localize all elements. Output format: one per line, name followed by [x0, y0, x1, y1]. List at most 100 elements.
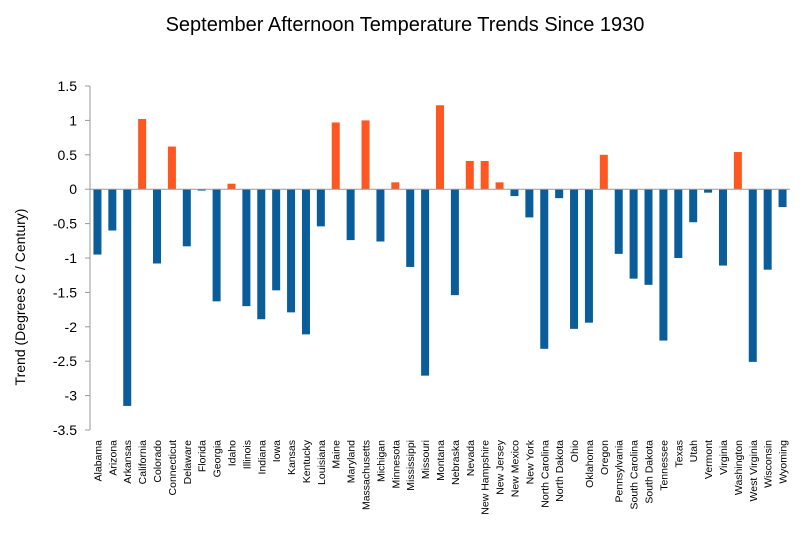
bar-virginia: [718, 189, 727, 266]
x-tick-label: Arkansas: [122, 440, 134, 484]
x-tick-label: Montana: [435, 440, 447, 481]
y-tick-label: 0.5: [58, 147, 78, 163]
bar-new-york: [525, 189, 534, 218]
x-tick-label: Indiana: [256, 440, 268, 475]
bar-kansas: [287, 189, 296, 313]
bar-wyoming: [778, 189, 787, 208]
bar-arizona: [108, 189, 117, 231]
y-tick-label: 1: [69, 112, 77, 128]
bar-illinois: [242, 189, 251, 307]
bar-mississippi: [406, 189, 415, 267]
bar-washington: [733, 152, 742, 190]
x-tick-label: Arizona: [107, 440, 119, 476]
bar-delaware: [182, 189, 191, 247]
bar-west-virginia: [748, 189, 757, 362]
x-tick-label: California: [137, 440, 149, 485]
x-tick-label: Maryland: [346, 440, 358, 483]
x-tick-label: Georgia: [212, 440, 224, 478]
x-tick-label: Idaho: [226, 440, 238, 466]
x-tick-label: Colorado: [152, 440, 164, 483]
bar-texas: [674, 189, 683, 258]
bar-california: [138, 119, 147, 190]
x-tick-label: Connecticut: [167, 440, 179, 496]
x-tick-label: West Virginia: [748, 440, 760, 502]
bar-colorado: [153, 189, 162, 264]
x-tick-label: Virginia: [718, 440, 730, 475]
bar-vermont: [704, 189, 713, 193]
y-tick-label: -3.5: [53, 422, 77, 438]
chart-title: September Afternoon Temperature Trends S…: [166, 14, 645, 36]
y-tick-label: -0.5: [53, 216, 77, 232]
bar-nevada: [465, 160, 474, 190]
y-tick-label: -1: [65, 250, 78, 266]
bar-pennsylvania: [614, 189, 623, 254]
x-tick-label: Mississippi: [405, 440, 417, 491]
bar-new-hampshire: [480, 160, 489, 190]
y-tick-label: -1.5: [53, 284, 77, 300]
bar-maryland: [346, 189, 355, 241]
bar-iowa: [272, 189, 281, 291]
x-tick-label: Texas: [673, 440, 685, 467]
bar-connecticut: [167, 146, 176, 190]
bar-maine: [331, 122, 340, 190]
x-tick-label: South Dakota: [644, 440, 656, 504]
bar-michigan: [376, 189, 385, 242]
bar-georgia: [212, 189, 221, 302]
x-tick-label: New Jersey: [495, 439, 507, 495]
x-tick-label: South Carolina: [629, 440, 641, 510]
x-tick-label: Tennessee: [658, 440, 670, 491]
bar-north-dakota: [555, 189, 564, 199]
bar-north-carolina: [540, 189, 549, 349]
x-tick-label: North Carolina: [539, 440, 551, 508]
x-tick-label: New Mexico: [509, 440, 521, 497]
x-tick-label: Kentucky: [301, 439, 313, 483]
y-tick-label: -2: [65, 319, 78, 335]
x-tick-label: Michigan: [375, 440, 387, 482]
x-tick-label: Oregon: [599, 440, 611, 475]
x-tick-label: Oklahoma: [584, 440, 596, 488]
bars: [93, 105, 787, 406]
bar-montana: [436, 105, 444, 190]
bar-louisiana: [316, 189, 325, 227]
x-tick-label: Kansas: [286, 440, 298, 475]
bar-kentucky: [301, 189, 310, 335]
y-axis-ticks: 1.5 1 0.5 0 -0.5 -1 -1.5 -2 -2.5 -3 -3.5: [53, 78, 90, 438]
bar-florida: [197, 189, 206, 191]
x-tick-label: Maine: [331, 440, 343, 469]
x-tick-label: Iowa: [271, 440, 283, 462]
bar-new-mexico: [510, 189, 519, 197]
bar-south-dakota: [644, 189, 653, 285]
x-tick-label: Minnesota: [390, 440, 402, 489]
bar-arkansas: [123, 189, 132, 406]
y-tick-label: -2.5: [53, 353, 77, 369]
bar-ohio: [570, 189, 579, 329]
x-tick-label: Florida: [197, 440, 209, 472]
x-tick-label: Alabama: [92, 440, 104, 482]
x-tick-label: Wisconsin: [763, 440, 775, 488]
bar-nebraska: [450, 189, 459, 296]
y-axis-label: Trend (Degrees C / Century): [12, 209, 28, 386]
x-tick-label: Pennsylvania: [614, 440, 626, 503]
bar-massachusetts: [361, 120, 370, 190]
x-tick-label: Vermont: [703, 440, 715, 479]
bar-minnesota: [391, 182, 400, 190]
y-tick-label: -3: [65, 388, 78, 404]
y-tick-label: 1.5: [58, 78, 78, 94]
x-tick-label: Utah: [688, 440, 700, 462]
x-tick-label: Wyoming: [778, 440, 790, 484]
bar-indiana: [257, 189, 266, 320]
x-tick-label: Nevada: [465, 440, 477, 476]
y-tick-label: 0: [69, 181, 77, 197]
bar-missouri: [421, 189, 430, 376]
x-tick-label: Louisiana: [316, 440, 328, 485]
x-tick-label: New Hampshire: [480, 440, 492, 515]
x-tick-label: Missouri: [420, 440, 432, 479]
x-tick-label: North Dakota: [554, 440, 566, 502]
bar-new-jersey: [495, 182, 504, 190]
bar-tennessee: [659, 189, 668, 341]
axes: [89, 86, 790, 430]
x-tick-label: Washington: [733, 440, 745, 495]
x-tick-label: New York: [524, 439, 536, 484]
